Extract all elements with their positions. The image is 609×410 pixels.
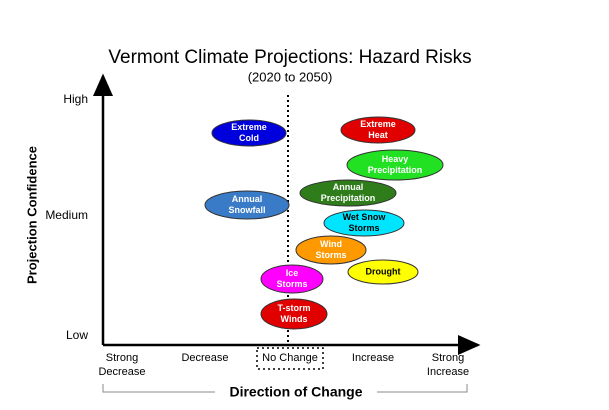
- hazard-label: Wind: [320, 239, 342, 249]
- hazard-ellipse: [347, 259, 419, 285]
- hazard-label: T-storm: [277, 303, 310, 313]
- hazard-label: Precipitation: [368, 165, 423, 175]
- hazard-label: Drought: [366, 266, 401, 276]
- hazard-ellipse: [260, 298, 328, 330]
- hazard-label: Heavy: [382, 154, 409, 164]
- x-axis-title: Direction of Change: [229, 384, 362, 400]
- x-label: Increase: [352, 352, 394, 364]
- hazard-label: Annual: [333, 182, 364, 192]
- hazard-label: Storms: [276, 279, 307, 289]
- hazard-label: Extreme: [231, 122, 267, 132]
- hazard-ellipse: [204, 190, 290, 220]
- hazard-label: Snowfall: [228, 205, 265, 215]
- hazard-ellipse: [260, 264, 324, 294]
- x-label: No Change: [262, 352, 318, 364]
- hazard-label: Storms: [348, 223, 379, 233]
- bracket: [102, 384, 468, 393]
- hazard-label: Wet Snow: [343, 212, 387, 222]
- hazard-label: Cold: [239, 133, 259, 143]
- content: High Medium Low Strong Decrease Decrease No Ch…: [45, 92, 469, 378]
- subtitle: (2020 to 2050): [248, 69, 333, 84]
- y-label: High: [63, 92, 88, 106]
- x-label: Decrease: [181, 352, 228, 364]
- hazard-ellipse: [323, 209, 405, 237]
- hazard-label: Extreme: [360, 119, 396, 129]
- x-label: Increase: [427, 366, 469, 378]
- hazard-ellipse: [295, 235, 367, 265]
- hazard-label: Heat: [368, 130, 388, 140]
- hazard-ellipse: [299, 179, 397, 207]
- title: Vermont Climate Projections: Hazard Risk…: [108, 47, 471, 68]
- hazard-ellipse: [340, 116, 416, 144]
- y-label: Medium: [45, 208, 88, 222]
- y-label: Low: [66, 328, 88, 342]
- hazard-ellipse: [346, 149, 444, 181]
- hazard-label: Precipitation: [321, 193, 376, 203]
- hazard-label: Storms: [315, 250, 346, 260]
- x-label: Strong: [432, 352, 464, 364]
- x-label: Strong: [106, 352, 138, 364]
- x-label: Decrease: [98, 366, 145, 378]
- hazard-ellipse: [211, 119, 287, 147]
- hazard-label: Ice: [286, 268, 299, 278]
- y-axis-title: Projection Confidence: [24, 146, 39, 284]
- hazard-label: Winds: [281, 314, 308, 324]
- no-change-box: [256, 347, 324, 370]
- hazard-label: Annual: [232, 194, 263, 204]
